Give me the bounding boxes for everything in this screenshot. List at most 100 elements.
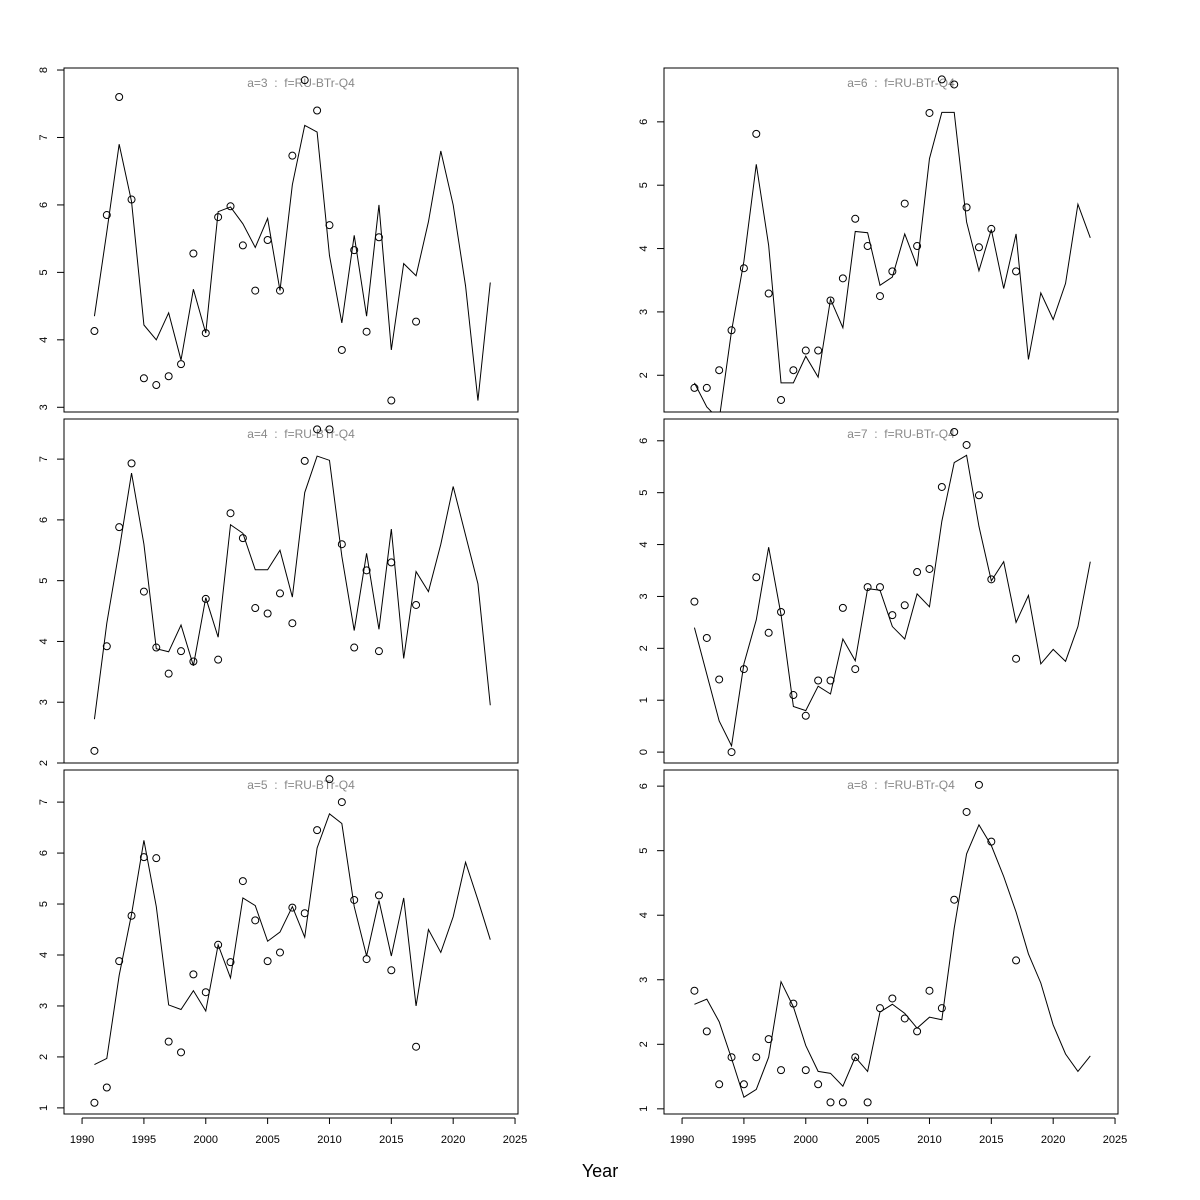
observed-point xyxy=(875,583,884,592)
observed-point xyxy=(90,327,99,336)
x-tick-label: 1995 xyxy=(732,1134,756,1146)
observed-point xyxy=(925,986,934,995)
fitted-line xyxy=(93,124,491,401)
observed-point xyxy=(851,1053,860,1062)
fitted-line xyxy=(693,111,1091,412)
observed-point xyxy=(127,195,136,204)
observed-point xyxy=(275,589,284,598)
observed-point xyxy=(350,895,359,904)
y-tick-label: 4 xyxy=(638,542,650,548)
observed-point xyxy=(139,853,148,862)
observed-point xyxy=(814,1080,823,1089)
x-tick-label: 1995 xyxy=(132,1134,156,1146)
x-tick-label: 2020 xyxy=(1041,1134,1065,1146)
observed-point xyxy=(325,775,334,784)
panel-title: a=4 : f=RU-BTr-Q4 xyxy=(247,427,355,441)
y-tick-label: 1 xyxy=(638,697,650,703)
observed-point xyxy=(739,665,748,674)
observed-point xyxy=(214,940,223,949)
observed-point xyxy=(90,746,99,755)
observed-point xyxy=(913,242,922,251)
observed-point xyxy=(164,1037,173,1046)
x-tick-label: 2015 xyxy=(379,1134,403,1146)
y-tick-label: 3 xyxy=(638,593,650,599)
observed-point xyxy=(164,669,173,678)
observed-point xyxy=(913,1027,922,1036)
observed-point xyxy=(702,1027,711,1036)
observed-point xyxy=(300,456,309,465)
observed-point xyxy=(814,346,823,355)
y-tick-label: 4 xyxy=(638,912,650,918)
observed-point xyxy=(214,655,223,664)
observed-point xyxy=(690,597,699,606)
observed-point xyxy=(313,826,322,835)
observed-point xyxy=(337,798,346,807)
observed-point xyxy=(300,76,309,85)
observed-point xyxy=(1012,956,1021,965)
observed-point xyxy=(715,675,724,684)
panel-title: a=5 : f=RU-BTr-Q4 xyxy=(247,778,355,792)
observed-point xyxy=(189,970,198,979)
observed-point xyxy=(90,1098,99,1107)
fitted-line xyxy=(694,823,1091,1098)
panel-title: a=8 : f=RU-BTr-Q4 xyxy=(847,778,955,792)
observed-point xyxy=(962,203,971,212)
observed-point xyxy=(177,647,186,656)
observed-point xyxy=(752,1053,761,1062)
y-tick-label: 2 xyxy=(638,1041,650,1047)
observed-point xyxy=(925,108,934,117)
observed-point xyxy=(863,242,872,251)
y-tick-label: 5 xyxy=(38,901,50,907)
observed-point xyxy=(962,440,971,449)
observed-point xyxy=(313,425,322,434)
observed-point xyxy=(900,601,909,610)
observed-point xyxy=(325,425,334,434)
observed-point xyxy=(152,854,161,863)
y-tick-label: 7 xyxy=(38,134,50,140)
panel-frame xyxy=(63,67,519,413)
observed-point xyxy=(974,243,983,252)
y-tick-label: 7 xyxy=(38,456,50,462)
observed-point xyxy=(177,1048,186,1057)
y-tick-label: 6 xyxy=(638,783,650,789)
observed-point xyxy=(238,877,247,886)
y-tick-label: 5 xyxy=(638,848,650,854)
observed-point xyxy=(826,296,835,305)
observed-point xyxy=(189,657,198,666)
x-tick-label: 1990 xyxy=(670,1134,694,1146)
observed-point xyxy=(900,199,909,208)
observed-point xyxy=(900,1014,909,1023)
observed-point xyxy=(777,1066,786,1075)
observed-point xyxy=(838,274,847,283)
x-tick-label: 2020 xyxy=(441,1134,465,1146)
observed-point xyxy=(201,594,210,603)
observed-point xyxy=(362,327,371,336)
observed-point xyxy=(789,999,798,1008)
y-tick-label: 0 xyxy=(638,749,650,755)
y-tick-label: 4 xyxy=(638,245,650,251)
observed-point xyxy=(727,1053,736,1062)
observed-point xyxy=(412,600,421,609)
fitted-line xyxy=(94,813,491,1066)
observed-point xyxy=(739,264,748,273)
observed-point xyxy=(715,1080,724,1089)
x-tick-label: 2005 xyxy=(255,1134,279,1146)
observed-point xyxy=(777,608,786,617)
y-tick-label: 2 xyxy=(38,760,50,766)
y-tick-label: 3 xyxy=(638,309,650,315)
observed-point xyxy=(362,955,371,964)
y-tick-label: 2 xyxy=(638,372,650,378)
y-tick-label: 4 xyxy=(38,952,50,958)
observed-point xyxy=(102,1083,111,1092)
y-tick-label: 5 xyxy=(638,490,650,496)
observed-point xyxy=(838,1098,847,1107)
observed-point xyxy=(387,396,396,405)
observed-point xyxy=(764,1035,773,1044)
observed-point xyxy=(752,573,761,582)
observed-point xyxy=(362,566,371,575)
panel-frame xyxy=(663,418,1119,764)
observed-point xyxy=(875,292,884,301)
observed-point xyxy=(851,214,860,223)
y-tick-label: 4 xyxy=(38,638,50,644)
